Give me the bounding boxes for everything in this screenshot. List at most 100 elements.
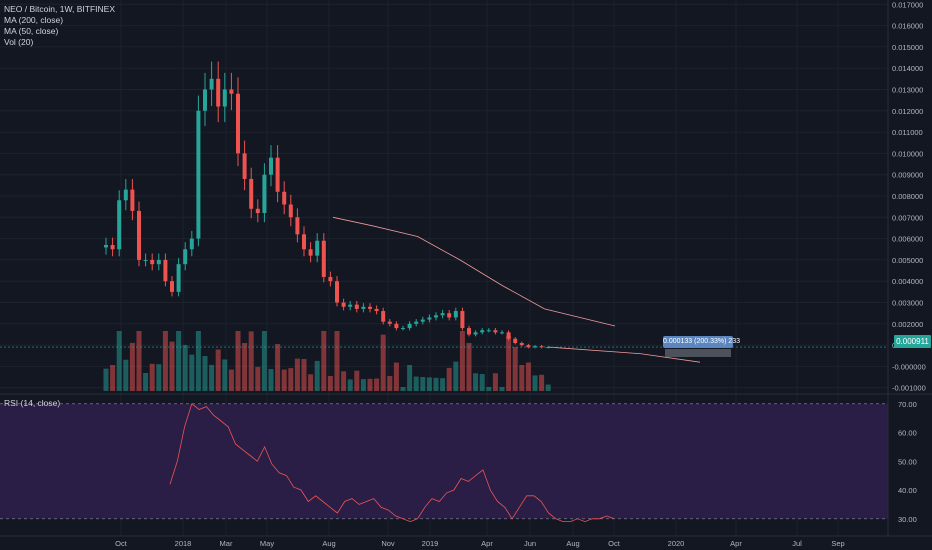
time-tick-label: 2019	[422, 539, 439, 548]
candle-body	[486, 330, 491, 332]
volume-bar	[479, 374, 485, 391]
legend-rsi[interactable]: RSI (14, close)	[4, 398, 61, 408]
legend-volume[interactable]: Vol (20)	[4, 37, 34, 47]
candle-body	[434, 315, 438, 318]
volume-bar	[341, 371, 347, 391]
price-tick-label: 0.010000	[892, 149, 923, 158]
candle-body	[249, 178, 254, 209]
volume-bar	[525, 362, 531, 391]
candle-body	[137, 210, 141, 260]
time-tick-label: Aug	[322, 539, 335, 548]
candle-body	[143, 259, 148, 261]
rsi-tick-label: 40.00	[898, 486, 917, 495]
volume-bar	[374, 378, 380, 391]
candle-body	[354, 304, 359, 309]
candlestick-series[interactable]	[104, 61, 551, 349]
rsi-tick-label: 30.00	[898, 515, 917, 524]
time-tick-label: 2020	[668, 539, 685, 548]
volume-bar	[235, 331, 241, 391]
candle-body	[500, 332, 504, 334]
time-tick-label: Sep	[831, 539, 844, 548]
candle-body	[447, 313, 452, 318]
rsi-tick-label: 60.00	[898, 429, 917, 438]
volume-bar	[499, 387, 505, 391]
price-tick-label: 0.017000	[892, 0, 923, 9]
volume-bar	[360, 379, 366, 391]
time-tick-label: Mar	[220, 539, 233, 548]
candle-body	[526, 345, 531, 348]
candle-body	[288, 204, 293, 218]
legend-ma200[interactable]: MA (200, close)	[4, 15, 64, 25]
candle-body	[209, 78, 214, 90]
price-tick-label: 0.007000	[892, 213, 923, 222]
time-tick-label: Apr	[481, 539, 493, 548]
volume-bar	[433, 377, 439, 391]
candle-body	[539, 346, 544, 348]
volume-bar	[156, 364, 162, 391]
volume-bar	[519, 365, 525, 391]
price-tick-label: 0.016000	[892, 22, 923, 31]
volume-bar	[426, 377, 432, 391]
candle-body	[394, 323, 399, 329]
candle-body	[374, 308, 379, 312]
candle-body	[361, 306, 366, 309]
candle-body	[123, 189, 128, 201]
candle-body	[295, 217, 300, 235]
volume-bar	[169, 341, 175, 391]
volume-bar	[446, 367, 452, 391]
volume-bar	[321, 331, 327, 391]
volume-bars	[103, 331, 551, 391]
rsi-tick-label: 70.00	[898, 400, 917, 409]
legend-ma50[interactable]: MA (50, close)	[4, 26, 59, 36]
candle-body	[104, 245, 108, 248]
volume-bar	[176, 331, 182, 391]
rsi-band	[0, 403, 888, 520]
rsi-tick-label: 50.00	[898, 457, 917, 466]
volume-bar	[288, 368, 294, 391]
volume-bar	[129, 342, 135, 391]
candle-body	[242, 153, 247, 179]
measure-tool[interactable]	[665, 349, 731, 357]
candle-body	[117, 200, 122, 250]
volume-bar	[492, 373, 498, 391]
rsi-band-fill	[0, 403, 888, 519]
candle-body	[163, 259, 168, 282]
volume-bar	[407, 365, 413, 391]
candle-body	[203, 89, 207, 111]
price-tick-label: 0.014000	[892, 64, 923, 73]
volume-bar	[242, 343, 248, 391]
ma-projection	[548, 346, 701, 363]
candle-body	[519, 343, 524, 346]
price-tick-label: 0.006000	[892, 235, 923, 244]
volume-bar	[545, 384, 551, 391]
price-tick-label: 0.002000	[892, 320, 923, 329]
candle-body	[493, 330, 498, 333]
candle-body	[467, 328, 471, 335]
price-tick-label: 0.011000	[892, 128, 923, 137]
price-tick-label: 0.013000	[892, 85, 923, 94]
volume-bar	[222, 359, 228, 391]
candle-body	[381, 311, 386, 322]
volume-bar	[123, 359, 129, 391]
candle-body	[150, 259, 155, 265]
volume-bar	[103, 368, 109, 391]
candle-body	[480, 330, 485, 333]
candle-body	[255, 208, 260, 214]
volume-bar	[453, 361, 459, 391]
time-tick-label: Aug	[566, 539, 579, 548]
rsi-line	[169, 403, 615, 523]
candle-body	[546, 347, 551, 349]
candle-body	[222, 89, 227, 107]
time-tick-label: Oct	[115, 539, 128, 548]
candle-body	[275, 157, 280, 192]
volume-bar	[387, 376, 393, 391]
volume-bar	[512, 347, 518, 391]
candle-body	[216, 78, 221, 107]
time-tick-label: Jun	[524, 539, 536, 548]
legend-symbol[interactable]: NEO / Bitcoin, 1W, BITFINEX	[4, 4, 115, 14]
candle-body	[401, 328, 405, 330]
volume-bar	[393, 362, 399, 391]
volume-bar	[195, 331, 201, 391]
candle-body	[328, 276, 333, 282]
